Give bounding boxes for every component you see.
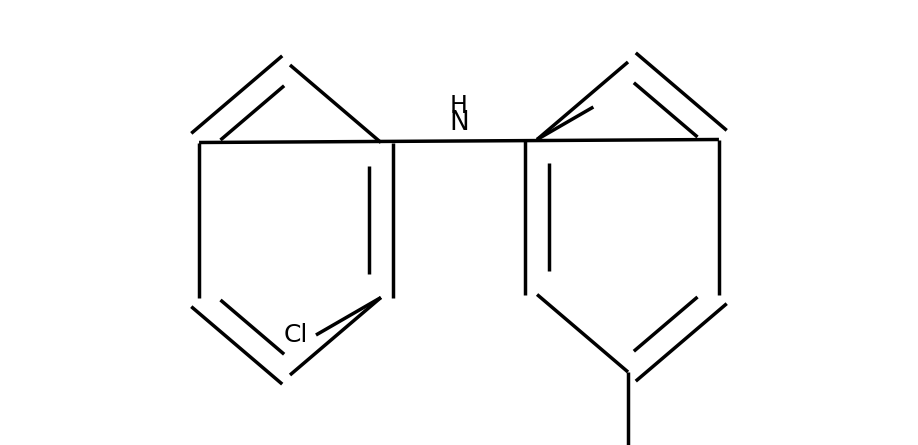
Text: N: N — [449, 110, 469, 136]
Text: H: H — [450, 94, 468, 118]
Text: Cl: Cl — [284, 323, 308, 347]
